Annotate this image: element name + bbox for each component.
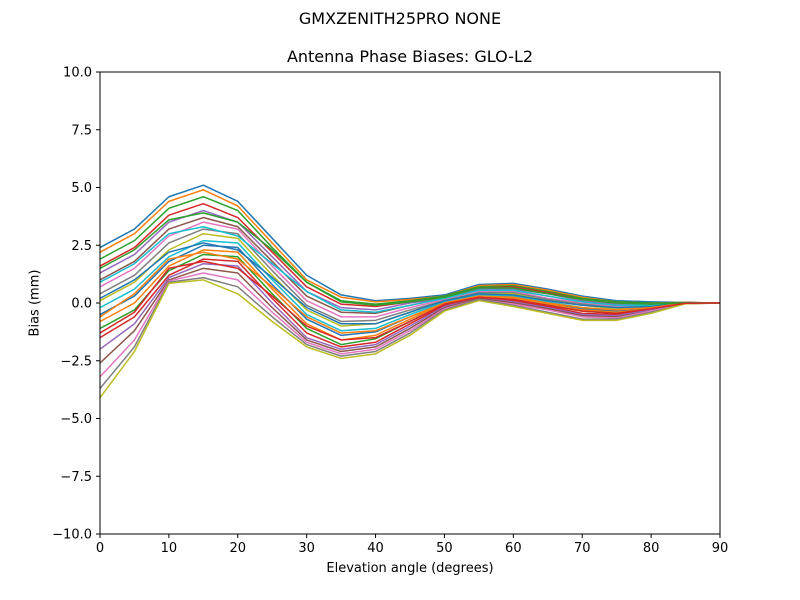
y-tick-label: 5.0 xyxy=(71,181,92,196)
x-tick-label: 50 xyxy=(436,541,453,556)
series-line-17 xyxy=(99,272,721,378)
x-axis-ticks: 0 10 20 30 40 50 60 70 80 90 xyxy=(96,534,728,556)
series-line-18 xyxy=(99,276,721,389)
y-axis-label: Bias (mm) xyxy=(27,269,43,337)
y-tick-label: −7.5 xyxy=(60,470,92,485)
x-tick-label: 0 xyxy=(96,541,104,556)
x-tick-label: 20 xyxy=(230,541,247,556)
series-line-15 xyxy=(99,262,721,350)
series-line-16 xyxy=(99,267,721,364)
y-axis-ticks: −10.0 −7.5 −5.0 −2.5 0.0 2.5 5.0 7.5 10.0 xyxy=(52,66,100,543)
series-line-20 xyxy=(99,226,720,313)
x-tick-label: 40 xyxy=(367,541,384,556)
series-lines xyxy=(99,184,721,399)
series-line-14 xyxy=(99,258,721,348)
y-tick-label: 0.0 xyxy=(71,297,92,312)
series-line-19 xyxy=(99,279,721,399)
series-line-7 xyxy=(99,221,720,318)
x-tick-label: 10 xyxy=(161,541,178,556)
y-tick-label: −10.0 xyxy=(52,528,92,543)
series-line-24 xyxy=(99,260,721,341)
y-tick-label: −5.0 xyxy=(60,412,92,427)
figure-suptitle: GMXZENITH25PRO NONE xyxy=(298,9,502,28)
series-line-22 xyxy=(99,251,720,334)
x-tick-label: 60 xyxy=(505,541,522,556)
x-tick-label: 90 xyxy=(712,541,729,556)
x-tick-label: 80 xyxy=(643,541,660,556)
y-tick-label: 7.5 xyxy=(71,123,92,138)
y-tick-label: 10.0 xyxy=(63,66,92,81)
series-line-21 xyxy=(99,242,720,325)
series-line-3 xyxy=(99,195,721,305)
y-tick-label: −2.5 xyxy=(60,354,92,369)
x-axis-label: Elevation angle (degrees) xyxy=(326,561,494,576)
series-line-12 xyxy=(99,249,721,341)
series-line-1 xyxy=(99,184,721,304)
y-tick-label: 2.5 xyxy=(71,239,92,254)
chart-title: Antenna Phase Biases: GLO-L2 xyxy=(286,47,534,66)
x-tick-label: 70 xyxy=(574,541,591,556)
series-line-23 xyxy=(99,212,721,307)
series-line-5 xyxy=(99,209,721,311)
x-tick-label: 30 xyxy=(298,541,315,556)
